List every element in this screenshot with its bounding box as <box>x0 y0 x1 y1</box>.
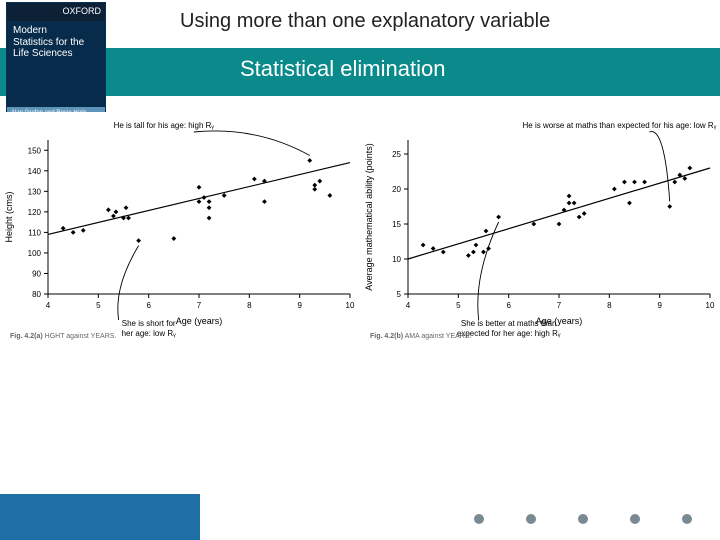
svg-text:6: 6 <box>506 301 511 310</box>
svg-text:Age (years): Age (years) <box>176 316 223 326</box>
book-title-line3: Life Sciences <box>13 48 99 60</box>
svg-text:Height (cms): Height (cms) <box>4 191 14 242</box>
svg-text:expected for her age: high Rᵧ: expected for her age: high Rᵧ <box>457 329 561 338</box>
svg-text:7: 7 <box>557 301 562 310</box>
svg-text:10: 10 <box>346 301 355 310</box>
svg-text:He is worse at maths than expe: He is worse at maths than expected for h… <box>523 121 717 130</box>
book-title: Modern Statistics for the Life Sciences <box>7 21 105 64</box>
svg-text:130: 130 <box>28 187 42 196</box>
svg-text:8: 8 <box>607 301 612 310</box>
svg-text:110: 110 <box>28 228 41 237</box>
dot-icon <box>630 514 640 524</box>
svg-text:5: 5 <box>456 301 461 310</box>
svg-text:He is tall for his age: high R: He is tall for his age: high Rᵧ <box>114 121 215 130</box>
svg-text:90: 90 <box>32 269 41 278</box>
svg-text:140: 140 <box>28 167 42 176</box>
slide-subtitle: Statistical elimination <box>240 56 445 82</box>
book-title-line1: Modern <box>13 25 99 37</box>
svg-text:15: 15 <box>392 220 401 229</box>
chart-right: 45678910510152025Age (years)Average math… <box>360 112 720 342</box>
footer-dots <box>474 514 692 524</box>
svg-text:Average mathematical ability (: Average mathematical ability (points) <box>364 143 374 290</box>
chart-left-cell: 4 5 6 7 8 9 10 80 90 100 110 120 130 140 150 Age (years… <box>0 112 360 342</box>
svg-text:7: 7 <box>197 301 202 310</box>
slide-root: Using more than one explanatory variable… <box>0 0 720 540</box>
svg-text:100: 100 <box>28 249 42 258</box>
svg-text:4: 4 <box>406 301 411 310</box>
svg-text:her age: low Rᵧ: her age: low Rᵧ <box>122 329 177 338</box>
svg-text:120: 120 <box>28 208 42 217</box>
svg-text:10: 10 <box>392 255 401 264</box>
caption-right-text: AMA against YEARS. <box>405 333 472 340</box>
svg-text:80: 80 <box>32 290 41 299</box>
caption-right: Fig. 4.2(b) AMA against YEARS. <box>370 333 471 340</box>
svg-text:25: 25 <box>392 150 401 159</box>
header: Using more than one explanatory variable <box>0 0 720 48</box>
chart-right-cell: 45678910510152025Age (years)Average math… <box>360 112 720 342</box>
caption-right-label: Fig. 4.2(b) <box>370 333 403 340</box>
svg-text:9: 9 <box>657 301 662 310</box>
dot-icon <box>474 514 484 524</box>
svg-text:She is better at maths than: She is better at maths than <box>461 319 557 328</box>
subtitle-band: Statistical elimination <box>0 48 720 96</box>
svg-text:5: 5 <box>96 301 101 310</box>
footer-accent <box>0 494 200 540</box>
charts-row: 456789108090100110120130140150Age (years… <box>0 112 720 342</box>
svg-text:5: 5 <box>397 290 402 299</box>
svg-text:20: 20 <box>392 185 401 194</box>
svg-text:4: 4 <box>46 301 51 310</box>
dot-icon <box>682 514 692 524</box>
svg-text:150: 150 <box>28 146 42 155</box>
svg-text:10: 10 <box>706 301 715 310</box>
svg-text:6: 6 <box>146 301 151 310</box>
book-publisher: OXFORD <box>7 3 105 21</box>
svg-text:She is short for: She is short for <box>122 319 176 328</box>
caption-left-label: Fig. 4.2(a) <box>10 333 43 340</box>
caption-left: Fig. 4.2(a) HGHT against YEARS. <box>10 333 116 340</box>
svg-text:8: 8 <box>247 301 252 310</box>
chart-left: 4 5 6 7 8 9 10 80 90 100 110 120 130 140 150 Age (years… <box>0 112 360 342</box>
book-cover: OXFORD Modern Statistics for the Life Sc… <box>6 2 106 122</box>
book-title-line2: Statistics for the <box>13 37 99 49</box>
dot-icon <box>526 514 536 524</box>
slide-title: Using more than one explanatory variable <box>180 10 710 33</box>
caption-left-text: HGHT against YEARS. <box>45 333 117 340</box>
svg-text:9: 9 <box>297 301 302 310</box>
dot-icon <box>578 514 588 524</box>
